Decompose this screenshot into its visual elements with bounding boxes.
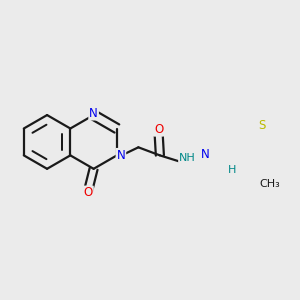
Text: N: N xyxy=(89,106,98,120)
Text: CH₃: CH₃ xyxy=(259,178,280,189)
Text: NH: NH xyxy=(179,153,196,163)
Text: S: S xyxy=(258,119,266,132)
Text: O: O xyxy=(84,187,93,200)
Text: O: O xyxy=(154,123,163,136)
Text: N: N xyxy=(201,148,210,161)
Text: N: N xyxy=(116,149,125,162)
Text: H: H xyxy=(228,165,236,175)
